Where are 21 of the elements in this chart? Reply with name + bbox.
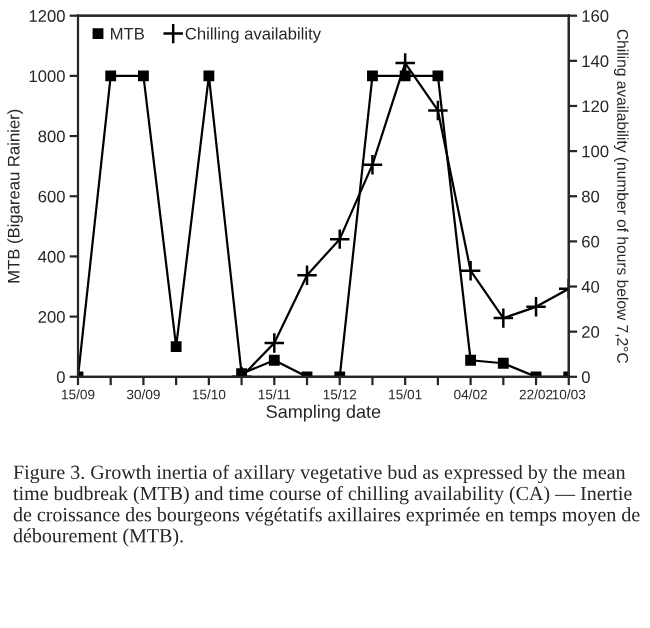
y-tick-label: 0	[56, 371, 65, 383]
legend-label: Chilling availability	[185, 27, 321, 43]
y2-tick-label: 80	[581, 190, 600, 203]
y2-tick-label: 120	[582, 100, 609, 113]
caption: Figure 3. Growth inertia of axillary vegetative bud as expressed by the mean time budbreak (MTB) and time course of chilling availability (CA) — Inertie de croissance des bourgeons végétatifs axillaires exprimée en temps moyen de débourement (MTB).	[13, 464, 640, 547]
y-tick-label: 600	[38, 190, 65, 203]
y2-tick-label: 40	[581, 280, 600, 293]
y-tick-label: 800	[38, 130, 65, 143]
y2-tick-label: 60	[582, 235, 600, 248]
y-tick-label: 400	[38, 250, 65, 263]
y2-tick-label: 160	[582, 10, 609, 22]
y2-tick-label: 100	[582, 145, 609, 158]
y2-tick-label: 140	[582, 55, 609, 68]
y-tick-label: 1200	[29, 10, 65, 22]
y2-tick-label: 20	[582, 326, 600, 338]
y-axis-title: MTB (Bigareau Rainier)	[7, 109, 23, 283]
y-tick-label: 1000	[29, 70, 65, 83]
y2-tick-label: 0	[581, 371, 590, 383]
x-axis-title: Sampling date	[266, 404, 381, 422]
legend-label: MTB	[111, 27, 144, 40]
y-tick-label: 200	[38, 311, 65, 323]
